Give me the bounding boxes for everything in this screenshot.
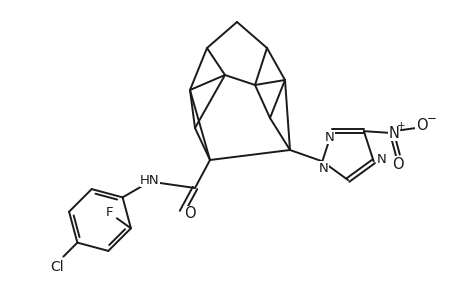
Text: N: N — [387, 126, 398, 141]
Text: O: O — [184, 206, 196, 221]
Text: −: − — [426, 112, 436, 125]
Text: N: N — [318, 162, 327, 175]
Text: HN: HN — [140, 173, 159, 187]
Text: +: + — [396, 121, 404, 131]
Text: F: F — [106, 206, 113, 219]
Text: O: O — [391, 157, 403, 172]
Text: N: N — [376, 153, 386, 166]
Text: N: N — [324, 131, 333, 144]
Text: Cl: Cl — [50, 260, 64, 274]
Text: O: O — [415, 118, 427, 133]
